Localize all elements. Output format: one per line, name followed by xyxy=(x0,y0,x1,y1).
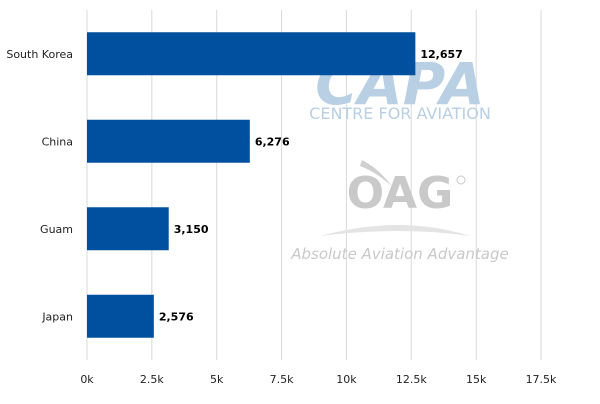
bar xyxy=(87,294,154,338)
category-labels: South Korea China Guam Japan xyxy=(6,48,73,324)
x-tick-label: 15k xyxy=(466,373,487,386)
oag-swoosh-icon xyxy=(360,160,392,186)
watermarks: CAPA CENTRE FOR AVIATION OAG Absolute Av… xyxy=(290,50,509,263)
x-tick-label: 10k xyxy=(336,373,357,386)
x-tick-label: 2.5k xyxy=(140,373,164,386)
data-labels: 12,657 6,276 3,150 2,576 xyxy=(159,48,463,324)
oag-logo: OAG xyxy=(347,168,453,219)
x-tick-label: 17.5k xyxy=(526,373,557,386)
bar xyxy=(87,32,416,76)
x-axis-ticks: 0k 2.5k 5k 7.5k 10k 12.5k 15k 17.5k xyxy=(80,373,557,386)
data-label: 2,576 xyxy=(159,310,194,323)
data-label: 6,276 xyxy=(255,135,290,148)
category-label: South Korea xyxy=(6,48,73,61)
category-label: China xyxy=(42,135,73,148)
category-label: Guam xyxy=(40,223,73,236)
oag-wing-icon xyxy=(320,225,470,236)
bar xyxy=(87,207,169,251)
capa-subtitle: CENTRE FOR AVIATION xyxy=(309,104,491,123)
bar xyxy=(87,119,250,163)
data-label: 12,657 xyxy=(420,48,462,61)
oag-tagline: Absolute Aviation Advantage xyxy=(290,245,509,263)
x-tick-label: 0k xyxy=(80,373,94,386)
x-tick-label: 12.5k xyxy=(396,373,427,386)
category-label: Japan xyxy=(41,310,73,323)
bars xyxy=(87,32,416,338)
x-tick-label: 7.5k xyxy=(270,373,294,386)
data-label: 3,150 xyxy=(174,223,209,236)
x-tick-label: 5k xyxy=(210,373,224,386)
registered-mark-icon xyxy=(456,175,466,185)
